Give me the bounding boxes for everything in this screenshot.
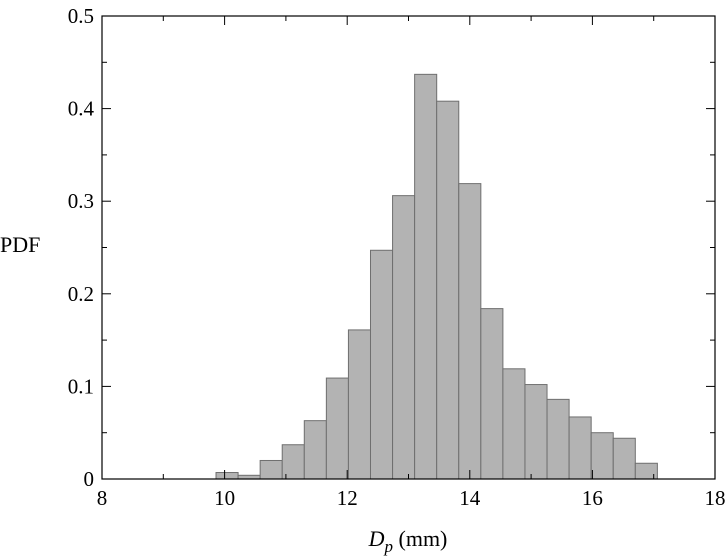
y-tick-label: 0.4 (68, 97, 95, 121)
histogram-bar (546, 398, 570, 480)
histogram-bar (414, 73, 438, 480)
x-axis-subscript: p (384, 537, 394, 556)
ticks-group (101, 15, 716, 480)
histogram-bar (281, 444, 305, 480)
histogram-bar (590, 432, 614, 480)
x-tick-label: 16 (582, 486, 603, 510)
histogram-bar (392, 195, 416, 480)
histogram-bar (524, 384, 548, 480)
x-tick-label: 8 (97, 486, 108, 510)
histogram-bar (458, 183, 482, 480)
histogram-bar (480, 308, 504, 480)
histogram-bar (325, 377, 349, 480)
bars-group (215, 73, 658, 480)
y-tick-label: 0.1 (68, 374, 94, 398)
x-axis-label: Dp (mm) (368, 526, 448, 556)
x-tick-label: 18 (705, 486, 726, 510)
histogram-bar (369, 249, 394, 480)
x-tick-label: 12 (337, 486, 358, 510)
y-axis-label: PDF (0, 232, 40, 257)
histogram-bar (303, 420, 327, 480)
histogram-bar (347, 329, 371, 480)
histogram-bar (215, 472, 239, 480)
histogram-bar (259, 459, 283, 480)
histogram-bar (612, 437, 636, 480)
histogram-bar (502, 368, 526, 480)
y-tick-label: 0.2 (68, 282, 94, 306)
x-tick-label: 14 (459, 486, 481, 510)
histogram-bar (436, 100, 460, 480)
x-axis-symbol: D (368, 526, 385, 551)
y-tick-label: 0.5 (68, 4, 94, 28)
y-tick-label: 0 (84, 467, 95, 491)
histogram-bar (568, 416, 592, 480)
y-tick-label: 0.3 (68, 189, 94, 213)
x-tick-label: 10 (214, 486, 235, 510)
x-axis-unit: (mm) (393, 526, 447, 551)
tick-labels-group: 8 10 12 14 16 18 0 0.1 0.2 0.3 0.4 0.5 (68, 4, 726, 510)
